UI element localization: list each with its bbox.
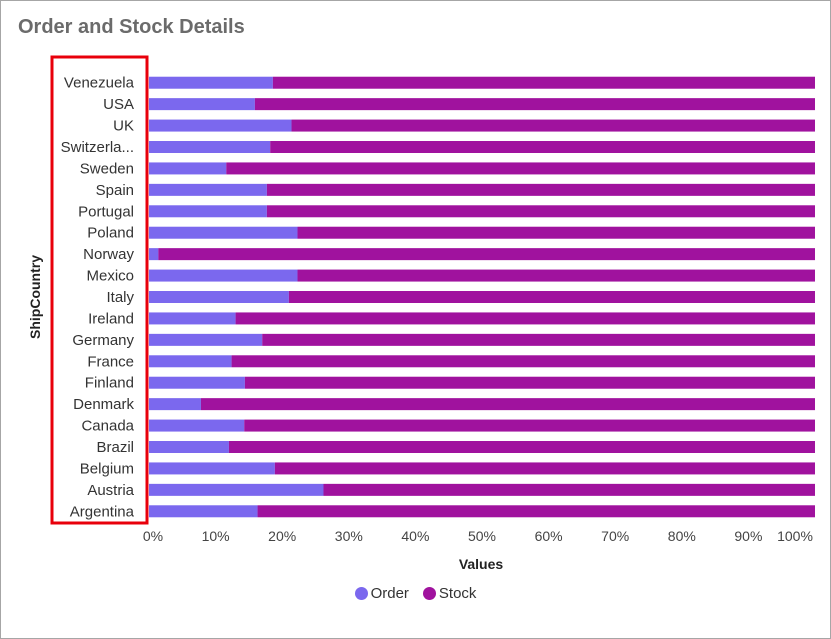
bar-stock[interactable] [272, 76, 816, 89]
bar-order[interactable] [149, 119, 292, 132]
category-label: Spain [96, 182, 134, 199]
bar-stock[interactable] [228, 441, 816, 453]
bar-stock[interactable] [274, 462, 815, 475]
x-tick-label: 30% [335, 528, 363, 544]
category-label: Belgium [80, 460, 134, 477]
bar-order[interactable] [149, 376, 245, 389]
category-label: Venezuela [64, 75, 135, 92]
bar-stock[interactable] [244, 376, 816, 389]
category-label: Mexico [86, 268, 134, 285]
legend-marker-stock [422, 587, 436, 600]
category-label: Denmark [73, 396, 134, 413]
category-label: Italy [106, 289, 134, 306]
x-axis-title: Values [459, 556, 504, 572]
legend: Order Stock [0, 585, 831, 602]
x-tick-label: 60% [535, 528, 563, 544]
highlight-box [50, 55, 149, 525]
bar-order[interactable] [149, 98, 255, 111]
x-tick-label: 0% [143, 528, 163, 544]
category-label: Switzerla... [61, 139, 134, 156]
bar-order[interactable] [149, 441, 229, 453]
category-label: Ireland [88, 310, 134, 327]
bar-stock[interactable] [200, 398, 815, 411]
bar-stock[interactable] [291, 119, 815, 132]
bar-stock[interactable] [297, 269, 815, 282]
chart-title: Order and Stock Details [18, 16, 245, 38]
bar-stock[interactable] [158, 248, 816, 261]
bar-stock[interactable] [266, 205, 816, 218]
bar-order[interactable] [149, 226, 298, 239]
x-tick-label: 20% [268, 528, 296, 544]
bar-order[interactable] [149, 398, 201, 411]
legend-item-order[interactable]: Order [354, 585, 409, 602]
x-tick-label: 40% [401, 528, 429, 544]
bar-order[interactable] [149, 483, 324, 496]
category-label: Germany [72, 332, 134, 349]
bar-stock[interactable] [323, 483, 815, 496]
legend-item-stock[interactable]: Stock [422, 585, 477, 602]
bar-order[interactable] [149, 162, 227, 175]
bar-stock[interactable] [235, 312, 815, 325]
bar-order[interactable] [149, 419, 245, 432]
bar-order[interactable] [149, 269, 298, 282]
x-tick-label: 90% [734, 528, 762, 544]
category-label: UK [113, 118, 134, 135]
legend-marker-order [354, 587, 368, 600]
bar-order[interactable] [149, 333, 263, 346]
x-tick-label: 100% [777, 528, 813, 544]
category-label: Finland [85, 375, 134, 392]
category-label: France [87, 353, 134, 370]
category-label: USA [103, 96, 134, 113]
bar-order[interactable] [149, 505, 258, 518]
bar-order[interactable] [149, 462, 275, 475]
bar-stock[interactable] [257, 505, 816, 518]
bar-order[interactable] [149, 312, 236, 325]
bar-order[interactable] [149, 355, 232, 368]
x-tick-label: 10% [202, 528, 230, 544]
category-label: Austria [87, 482, 134, 499]
bar-order[interactable] [149, 141, 271, 153]
category-label: Portugal [78, 203, 134, 220]
legend-label-stock: Stock [438, 585, 477, 602]
bar-order[interactable] [149, 183, 267, 196]
category-label: Brazil [96, 439, 134, 456]
category-label: Norway [83, 246, 134, 263]
x-tick-label: 70% [601, 528, 629, 544]
bar-stock[interactable] [297, 226, 815, 239]
category-label: Argentina [70, 503, 135, 520]
bar-order[interactable] [149, 248, 159, 261]
legend-label-order: Order [370, 585, 409, 602]
y-axis-title: ShipCountry [27, 255, 43, 339]
bar-stock[interactable] [288, 291, 815, 303]
category-label: Sweden [80, 160, 134, 177]
bar-stock[interactable] [266, 183, 816, 196]
bar-stock[interactable] [226, 162, 816, 175]
bar-stock[interactable] [244, 419, 815, 432]
bar-stock[interactable] [231, 355, 816, 368]
category-label: Canada [81, 418, 134, 435]
bar-stock[interactable] [254, 98, 816, 111]
bar-stock[interactable] [262, 333, 816, 346]
bar-order[interactable] [149, 76, 273, 89]
category-label: Poland [87, 225, 134, 242]
bar-order[interactable] [149, 205, 267, 218]
bar-stock[interactable] [270, 141, 815, 153]
bar-order[interactable] [149, 291, 289, 303]
x-tick-label: 50% [468, 528, 496, 544]
x-tick-label: 80% [668, 528, 696, 544]
